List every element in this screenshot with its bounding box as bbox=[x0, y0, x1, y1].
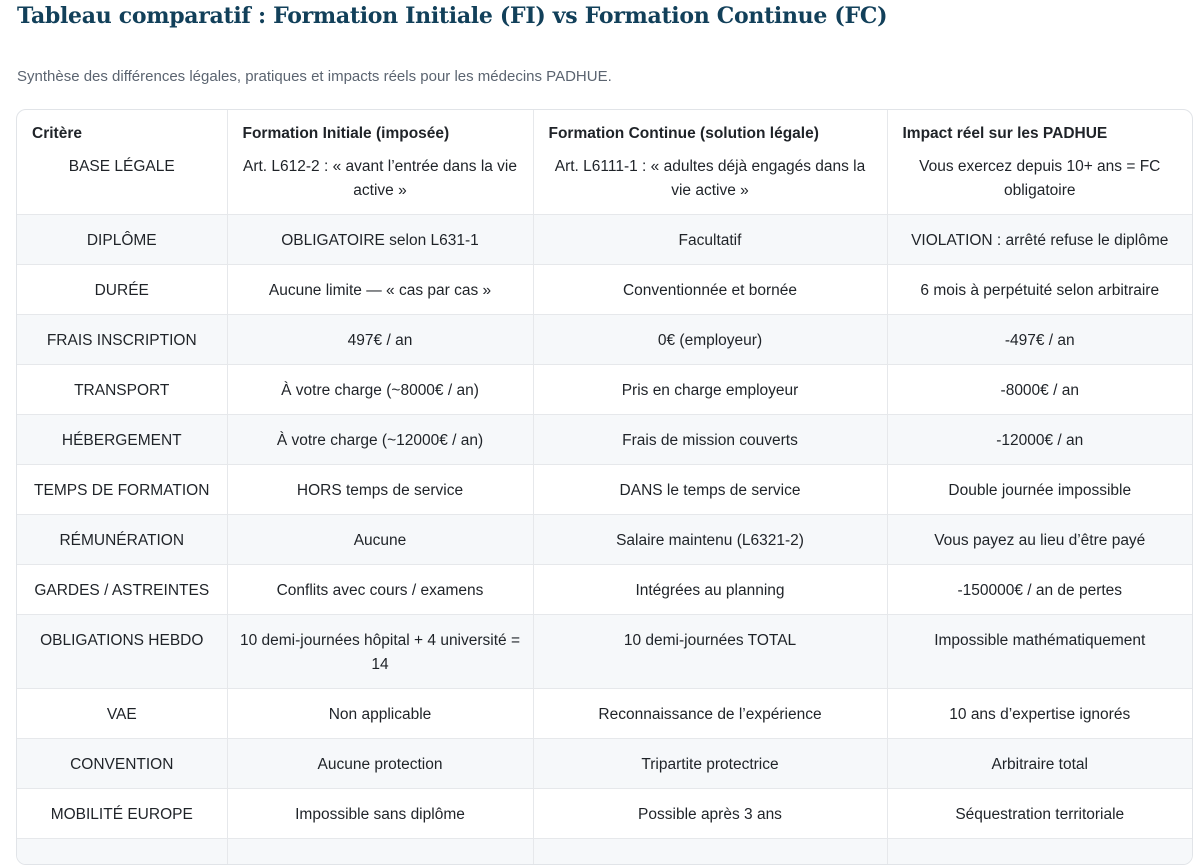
cell-formation-initiale: HORS temps de service bbox=[227, 464, 534, 515]
table-row bbox=[17, 838, 1192, 864]
cell-impact: 10 ans d’expertise ignorés bbox=[887, 688, 1192, 739]
cell-formation-initiale: À votre charge (~8000€ / an) bbox=[227, 364, 534, 415]
cell-formation-continue: Reconnaissance de l’expérience bbox=[533, 688, 888, 739]
table-row: RÉMUNÉRATION Aucune Salaire maintenu (L632… bbox=[17, 514, 1192, 565]
cell-formation-continue: DANS le temps de service bbox=[533, 464, 888, 515]
cell-impact: Séquestration territoriale bbox=[887, 788, 1192, 839]
cell-impact: -150000€ / an de pertes bbox=[887, 564, 1192, 615]
cell-formation-continue: 10 demi-journées TOTAL bbox=[533, 614, 888, 689]
comparison-table: Critère Formation Initiale (imposée) Forma… bbox=[17, 110, 1192, 864]
cell-formation-continue: Possible après 3 ans bbox=[533, 788, 888, 839]
cell-formation-initiale: Aucune limite — « cas par cas » bbox=[227, 264, 534, 315]
cell-formation-continue: Salaire maintenu (L6321-2) bbox=[533, 514, 888, 565]
header-formation-initiale: Formation Initiale (imposée) bbox=[227, 110, 534, 153]
header-impact: Impact réel sur les PADHUE bbox=[902, 125, 1108, 142]
table-row: CONVENTION Aucune protection Tripartite pr… bbox=[17, 738, 1192, 789]
cell-formation-continue: 0€ (employeur) bbox=[533, 314, 888, 365]
cell-formation-continue: Facultatif bbox=[533, 214, 888, 265]
cell-critere: TRANSPORT bbox=[17, 364, 228, 415]
cell-impact: Impossible mathématiquement bbox=[887, 614, 1192, 689]
cell-formation-continue: Conventionnée et bornée bbox=[533, 264, 888, 315]
cell-formation-initiale: 10 demi-journées hôpital + 4 université … bbox=[227, 614, 534, 689]
cell-formation-continue bbox=[533, 838, 888, 864]
cell-formation-initiale bbox=[227, 838, 534, 864]
cell-critere: DIPLÔME bbox=[17, 214, 228, 265]
table-row: VAE Non applicable Reconnaissance de l’exp… bbox=[17, 688, 1192, 739]
cell-critere: VAE bbox=[17, 688, 228, 739]
table-header-row: Critère Formation Initiale (imposée) Forma… bbox=[17, 110, 1192, 153]
cell-impact: VIOLATION : arrêté refuse le diplôme bbox=[887, 214, 1192, 265]
cell-formation-initiale: Aucune bbox=[227, 514, 534, 565]
header-critere: Critère bbox=[17, 110, 228, 153]
cell-critere: BASE LÉGALE bbox=[17, 153, 228, 215]
cell-formation-continue: Intégrées au planning bbox=[533, 564, 888, 615]
cell-critere: CONVENTION bbox=[17, 738, 228, 789]
table-row: GARDES / ASTREINTES Conflits avec cours /… bbox=[17, 564, 1192, 615]
cell-formation-continue: Art. L6111-1 : « adultes déjà engagés da… bbox=[533, 153, 888, 215]
table-row: FRAIS INSCRIPTION 497€ / an 0€ (employeur)… bbox=[17, 314, 1192, 365]
cell-formation-continue: Tripartite protectrice bbox=[533, 738, 888, 789]
cell-impact: -8000€ / an bbox=[887, 364, 1192, 415]
cell-formation-initiale: Aucune protection bbox=[227, 738, 534, 789]
cell-formation-initiale: À votre charge (~12000€ / an) bbox=[227, 414, 534, 465]
cell-impact: Arbitraire total bbox=[887, 738, 1192, 789]
cell-impact: Double journée impossible bbox=[887, 464, 1192, 515]
cell-critere: TEMPS DE FORMATION bbox=[17, 464, 228, 515]
cell-formation-initiale: Art. L612-2 : « avant l’entrée dans la v… bbox=[227, 153, 534, 215]
cell-impact: Vous exercez depuis 10+ ans = FC obligat… bbox=[919, 158, 1161, 199]
table-row: TEMPS DE FORMATION HORS temps de service D… bbox=[17, 464, 1192, 515]
cell-impact: Vous payez au lieu d’être payé bbox=[887, 514, 1192, 565]
cell-critere bbox=[17, 838, 228, 864]
header-formation-continue: Formation Continue (solution légale) bbox=[533, 110, 888, 153]
cell-formation-continue: Pris en charge employeur bbox=[533, 364, 888, 415]
cell-impact bbox=[887, 838, 1192, 864]
cell-critere: GARDES / ASTREINTES bbox=[17, 564, 228, 615]
cell-formation-initiale: OBLIGATOIRE selon L631-1 bbox=[227, 214, 534, 265]
table-row: HÉBERGEMENT À votre charge (~12000€ / an)… bbox=[17, 414, 1192, 465]
cell-impact: 6 mois à perpétuité selon arbitraire bbox=[887, 264, 1192, 315]
table-row: DIPLÔME OBLIGATOIRE selon L631-1 Facultati… bbox=[17, 214, 1192, 265]
cell-critere: HÉBERGEMENT bbox=[17, 414, 228, 465]
cell-formation-continue: Frais de mission couverts bbox=[533, 414, 888, 465]
comparison-table-container: Critère Formation Initiale (imposée) Forma… bbox=[16, 109, 1193, 865]
cell-critere: DURÉE bbox=[17, 264, 228, 315]
cell-impact: -497€ / an bbox=[887, 314, 1192, 365]
table-row: MOBILITÉ EUROPE Impossible sans diplôme Po… bbox=[17, 788, 1192, 839]
cell-impact: -12000€ / an bbox=[887, 414, 1192, 465]
page-subtitle: Synthèse des différences légales, pratiq… bbox=[17, 68, 612, 85]
cell-formation-initiale: Impossible sans diplôme bbox=[227, 788, 534, 839]
page-title: Tableau comparatif : Formation Initiale … bbox=[17, 3, 888, 29]
cell-formation-initiale: Non applicable bbox=[227, 688, 534, 739]
cell-critere: OBLIGATIONS HEBDO bbox=[17, 614, 228, 689]
table-row: BASE LÉGALE Art. L612-2 : « avant l’entré… bbox=[17, 153, 1192, 215]
cell-critere: MOBILITÉ EUROPE bbox=[17, 788, 228, 839]
cell-critere: RÉMUNÉRATION bbox=[17, 514, 228, 565]
table-row: OBLIGATIONS HEBDO 10 demi-journées hôpita… bbox=[17, 614, 1192, 689]
table-row: TRANSPORT À votre charge (~8000€ / an) Pri… bbox=[17, 364, 1192, 415]
cell-formation-initiale: Conflits avec cours / examens bbox=[227, 564, 534, 615]
cell-critere: FRAIS INSCRIPTION bbox=[17, 314, 228, 365]
table-row: DURÉE Aucune limite — « cas par cas » Conv… bbox=[17, 264, 1192, 315]
cell-formation-initiale: 497€ / an bbox=[227, 314, 534, 365]
